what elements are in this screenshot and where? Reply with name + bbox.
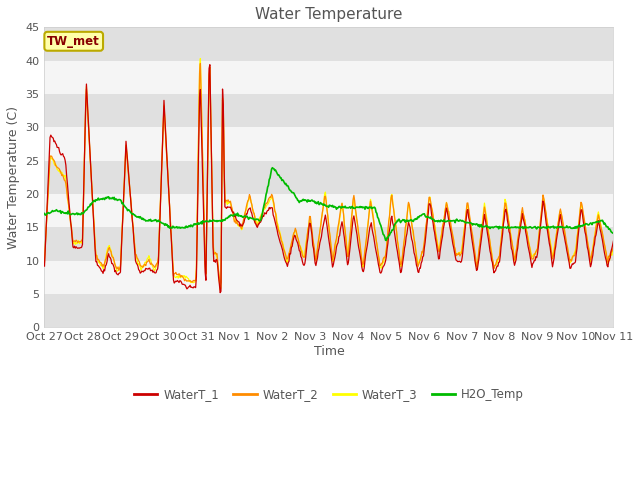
- Title: Water Temperature: Water Temperature: [255, 7, 403, 22]
- Bar: [45, 261, 613, 294]
- Bar: [45, 60, 613, 94]
- Text: TW_met: TW_met: [47, 35, 100, 48]
- Bar: [45, 27, 613, 60]
- X-axis label: Time: Time: [314, 345, 344, 358]
- Bar: [45, 161, 613, 194]
- Bar: [45, 228, 613, 261]
- Bar: [45, 194, 613, 228]
- Bar: [45, 127, 613, 161]
- Bar: [45, 294, 613, 327]
- Bar: [45, 94, 613, 127]
- Legend: WaterT_1, WaterT_2, WaterT_3, H2O_Temp: WaterT_1, WaterT_2, WaterT_3, H2O_Temp: [129, 383, 529, 406]
- Y-axis label: Water Temperature (C): Water Temperature (C): [7, 106, 20, 249]
